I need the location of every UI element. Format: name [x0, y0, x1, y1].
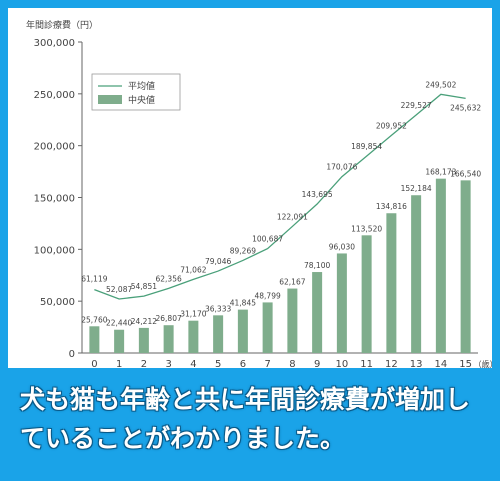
bar-median — [262, 302, 273, 353]
x-tick-label: 0 — [91, 359, 97, 368]
y-axis-title: 年間診療費（円） — [26, 19, 98, 31]
line-data-label: 122,091 — [277, 212, 308, 221]
line-data-label: 61,119 — [81, 275, 107, 284]
x-tick-label: 10 — [336, 359, 349, 368]
axes: 0 50,000 100,000 150,000 200,000 250,000 300,0… — [34, 38, 492, 368]
line-data-label: 189,854 — [351, 142, 382, 151]
line-mean — [94, 93, 466, 300]
x-tick-label: 12 — [385, 359, 398, 368]
bar-data-label: 134,816 — [376, 202, 407, 211]
line-data-label: 89,269 — [230, 246, 256, 255]
x-tick-label: 2 — [141, 359, 147, 368]
bar-data-label: 24,212 — [131, 317, 157, 326]
x-tick-label: 14 — [435, 359, 448, 368]
x-tick-label: 8 — [289, 359, 295, 368]
line-data-label: 209,952 — [376, 121, 407, 130]
bar-data-label: 113,520 — [351, 224, 382, 233]
legend-label-median: 中央値 — [128, 94, 155, 106]
line-data-label: 249,502 — [425, 80, 456, 89]
bar-median — [163, 325, 174, 353]
y-tick-label: 250,000 — [34, 90, 75, 101]
bar-data-label: 25,760 — [81, 315, 107, 324]
x-tick-label: 13 — [410, 359, 423, 368]
y-tick-label: 50,000 — [40, 297, 75, 308]
x-tick-label: 7 — [264, 359, 270, 368]
bar-median — [460, 180, 471, 353]
chart-svg: 年間診療費（円） 050,000100,000150,000200,000250… — [26, 19, 492, 368]
y-tick-label: 150,000 — [34, 194, 75, 205]
x-tick-label: 15 — [459, 359, 472, 368]
bar-data-label: 62,167 — [279, 278, 305, 287]
x-tick-label: 11 — [360, 359, 373, 368]
bar-median — [386, 213, 397, 353]
line-data-label: 79,046 — [205, 257, 231, 266]
bar-data-label: 152,184 — [401, 184, 432, 193]
bar-median — [114, 329, 125, 353]
bar-data-label: 31,170 — [180, 310, 206, 319]
bar-median — [188, 320, 199, 353]
caption-text: 犬も猫も年齢と共に年間診療費が増加していることがわかりました。 — [20, 385, 471, 453]
legend-bar-swatch — [98, 95, 122, 104]
bar-median — [237, 309, 248, 353]
bar-median — [361, 235, 372, 353]
x-tick-label: 1 — [116, 359, 122, 368]
bar-median — [213, 315, 224, 353]
bar-data-label: 48,799 — [255, 291, 281, 300]
bar-data-label: 78,100 — [304, 261, 330, 270]
bar-median — [411, 195, 422, 353]
x-tick-label: 6 — [240, 359, 246, 368]
x-tick-label: 4 — [190, 359, 196, 368]
line-data-label: 54,851 — [131, 282, 157, 291]
line-data-label: 100,687 — [252, 235, 283, 244]
line-data-label: 62,356 — [156, 274, 182, 283]
x-tick-label: 3 — [165, 359, 171, 368]
legend-label-mean: 平均値 — [128, 80, 155, 92]
x-tick-label: 9 — [314, 359, 320, 368]
y-tick-label: 0 — [69, 349, 75, 360]
bar-data-label: 168,173 — [425, 168, 456, 177]
bar-data-label: 26,807 — [156, 314, 182, 323]
bar-median — [89, 326, 100, 353]
bar-median — [312, 272, 323, 353]
bar-data-label: 41,845 — [230, 299, 256, 308]
y-tick-label: 300,000 — [34, 38, 75, 49]
line-data-label: 143,695 — [302, 190, 333, 199]
bar-data-label: 166,540 — [450, 169, 481, 178]
x-tick-label: 5 — [215, 359, 221, 368]
bar-data-label: 22,440 — [106, 319, 132, 328]
bar-median — [287, 288, 298, 353]
y-tick-label: 200,000 — [34, 142, 75, 153]
line-data-label: 71,062 — [180, 265, 206, 274]
line-data-label: 229,527 — [401, 101, 432, 110]
chart-panel: 年間診療費（円） 0 50,000 100,000 150,000 200,000 250… — [8, 8, 492, 368]
bar-median — [336, 253, 347, 353]
bar-median — [435, 178, 446, 353]
bar-data-label: 36,333 — [205, 304, 231, 313]
line-data-label: 52,087 — [106, 285, 132, 294]
line-data-label: 245,632 — [450, 103, 481, 112]
bar-median — [138, 327, 149, 353]
median-bars: 25,76022,44024,21226,80731,17036,33341,8… — [81, 168, 481, 353]
x-unit-label: （歳） — [474, 359, 492, 368]
y-tick-label: 100,000 — [34, 245, 75, 256]
bar-data-label: 96,030 — [329, 242, 355, 251]
line-data-label: 170,076 — [326, 163, 357, 172]
